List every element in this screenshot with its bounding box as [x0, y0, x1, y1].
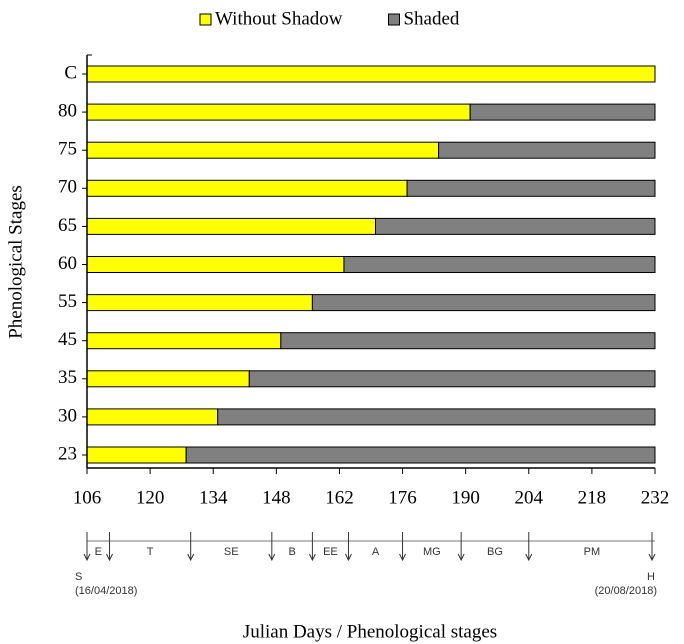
x-tick-label: 176 [388, 487, 417, 508]
x-tick-label: 120 [136, 487, 165, 508]
legend-swatch [199, 13, 212, 26]
stage-arrowhead [187, 553, 195, 562]
x-tick-label: 204 [515, 487, 544, 508]
bar-segment [375, 217, 656, 235]
bar-segment [406, 179, 656, 197]
x-tick-label: 106 [73, 487, 102, 508]
x-axis-title: Julian Days / Phenological stages [243, 621, 497, 642]
legend-label: Without Shadow [215, 8, 343, 29]
stage-label: PM [584, 546, 601, 558]
stage-end: H [647, 571, 655, 583]
stage-start: S [75, 571, 82, 583]
x-tick-label: 162 [325, 487, 354, 508]
y-tick-label: 70 [58, 177, 77, 198]
stage-label: A [372, 546, 380, 558]
x-tick-label: 190 [451, 487, 480, 508]
bar-segment [86, 332, 282, 350]
bar-segment [86, 141, 440, 159]
y-tick-label: 55 [58, 291, 77, 312]
stage-label: E [95, 546, 102, 558]
stage-start-date: (16/04/2018) [75, 585, 137, 597]
bar-segment [86, 65, 656, 83]
bar-segment [469, 103, 656, 121]
stage-arrowhead [268, 553, 276, 562]
bar-segment [86, 370, 250, 388]
stage-arrowhead [308, 553, 316, 562]
y-tick-label: 65 [58, 215, 77, 236]
y-tick-label: C [64, 62, 77, 83]
stage-label: T [147, 546, 154, 558]
bar-segment [248, 370, 656, 388]
bar-segment [86, 179, 408, 197]
stage-arrowhead [106, 553, 113, 562]
x-tick-label: 134 [199, 487, 228, 508]
stage-label: SE [224, 546, 239, 558]
stage-label: EE [323, 546, 338, 558]
x-tick-label: 232 [641, 487, 670, 508]
bar-segment [86, 256, 345, 273]
stage-label: MG [423, 546, 441, 558]
y-tick-label: 45 [58, 329, 77, 350]
stage-arrowhead [83, 553, 91, 562]
x-tick-label: 218 [578, 487, 607, 508]
y-axis-title: Phenological Stages [5, 185, 26, 339]
bar-segment [86, 103, 471, 121]
legend-label: Shaded [403, 8, 459, 29]
stage-arrowhead [345, 553, 352, 562]
legend-swatch [387, 13, 400, 26]
bar-segment [86, 217, 377, 235]
y-tick-label: 30 [58, 405, 77, 426]
bar-segment [86, 446, 187, 464]
y-tick-label: 35 [58, 367, 77, 388]
bar-segment [280, 332, 656, 350]
y-tick-label: 80 [58, 100, 77, 121]
x-tick-label: 148 [262, 487, 291, 508]
bar-segment [311, 294, 656, 312]
stage-arrowhead [525, 553, 533, 562]
stage-arrowhead [648, 553, 656, 562]
stage-arrowhead [457, 553, 465, 562]
bar-segment [86, 408, 219, 426]
bar-segment [343, 256, 656, 273]
bar-segment [438, 141, 656, 159]
bar-segment [86, 294, 313, 312]
y-tick-label: 23 [58, 443, 77, 464]
stage-end-date: (20/08/2018) [595, 585, 657, 597]
stage-label: B [288, 546, 295, 558]
bar-segment [185, 446, 656, 464]
stage-label: BG [487, 546, 503, 558]
y-tick-label: 75 [58, 139, 77, 160]
bar-segment [217, 408, 656, 426]
stage-arrowhead [399, 553, 407, 562]
y-tick-label: 60 [58, 253, 77, 274]
